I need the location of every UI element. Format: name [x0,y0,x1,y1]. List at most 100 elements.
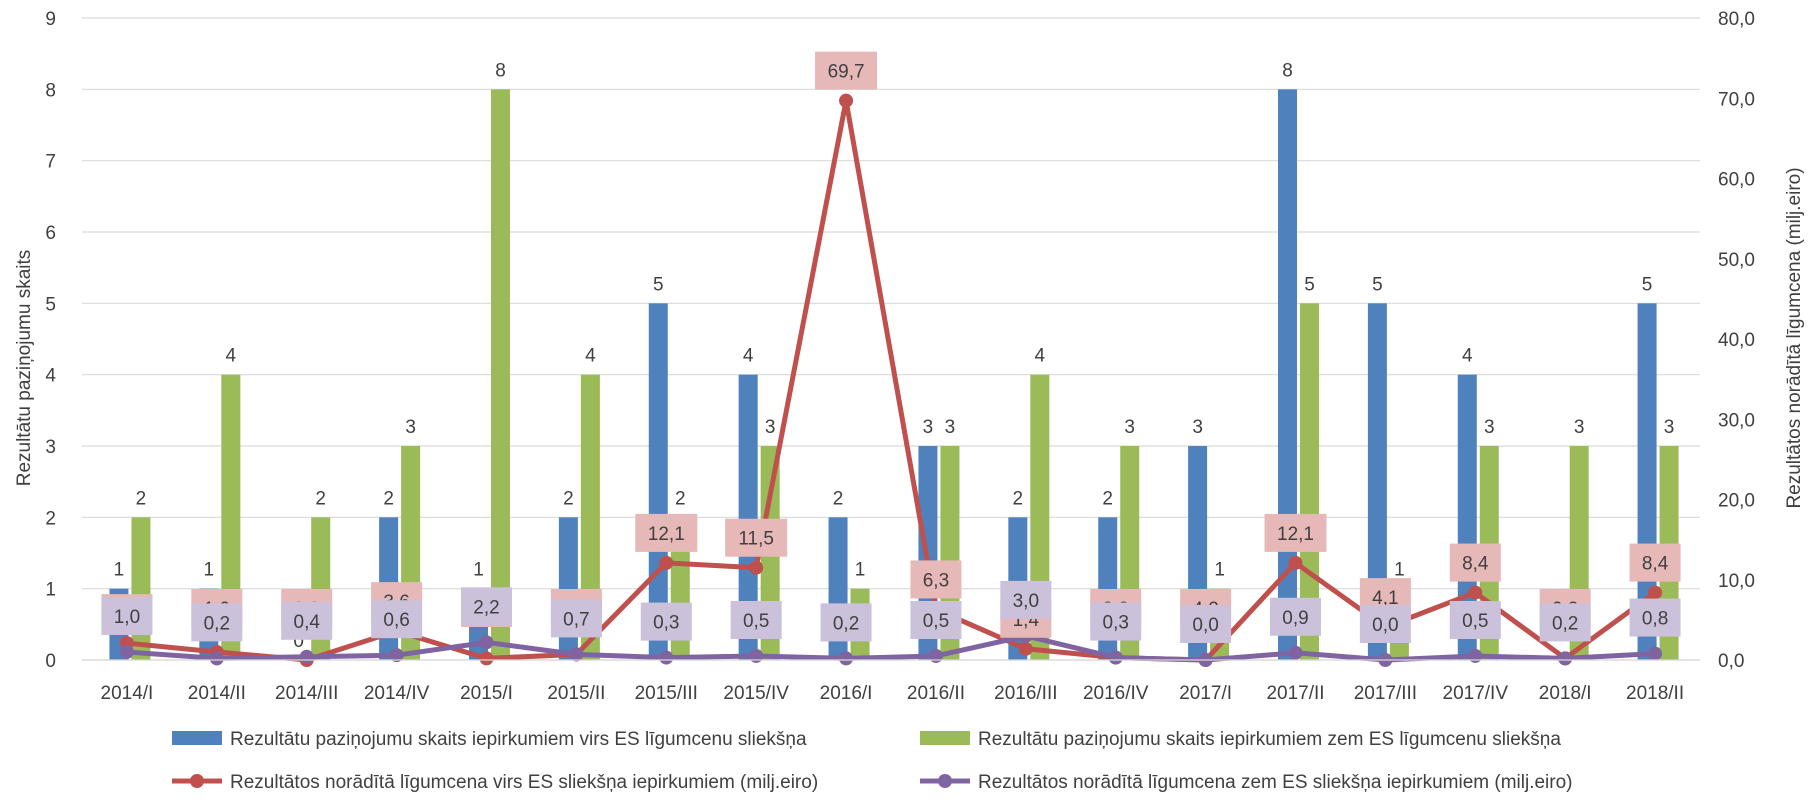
bar-value-label: 2 [1102,488,1113,509]
line-point [1558,651,1573,666]
category-label: 2016/III [994,683,1057,704]
left-tick-label: 8 [45,80,56,101]
label-box [1270,597,1321,636]
bar-value-label: 1 [1214,560,1225,581]
category-label: 2016/IV [1083,683,1149,704]
category-label: 2015/II [547,683,605,704]
line-value-label: 0,2 [191,603,243,642]
legend-label: Rezultātos norādītā līgumcena zem ES sli… [978,772,1573,793]
line-value-label: 8,4 [1629,543,1681,582]
line-point [839,651,854,666]
line-value-label: 0,7 [550,599,602,638]
line-point [389,648,404,663]
bar-value-label: 2 [383,488,394,509]
line-value-label: 6,3 [910,560,962,599]
label-text: 8,4 [1642,554,1669,575]
label-text: 0,9 [1282,608,1308,629]
line-point [569,647,584,662]
category-label: 2017/IV [1443,683,1509,704]
line-value-label: 12,1 [635,513,698,552]
label-text: 0,5 [923,611,949,632]
category-label: 2017/I [1179,683,1232,704]
bar [1367,303,1387,660]
left-tick-label: 9 [45,9,56,30]
bar-value-label: 1 [473,560,484,581]
category-label: 2016/II [907,683,965,704]
category-label: 2015/I [460,683,513,704]
bar [131,517,151,660]
line-value-label: 0,0 [1180,605,1232,643]
label-box [281,601,333,640]
line-point [928,648,943,663]
legend-item: Rezultātos norādītā līgumcena virs ES sl… [172,772,818,793]
bar-value-label: 0 [293,631,304,652]
bar-value-label: 4 [585,346,596,367]
bar-value-label: 3 [1192,417,1203,438]
right-tick-label: 0,0 [1718,651,1744,672]
series-line [126,98,1657,663]
bar-value-label: 4 [743,346,754,367]
line-point [479,651,494,666]
bar [738,374,758,660]
bar-value-label: 1 [114,560,125,581]
line-value-label: 1,0 [101,596,153,635]
line-point [1468,648,1483,663]
label-box [1629,598,1681,637]
line-point [1288,645,1303,660]
label-box [1180,605,1232,643]
label-text: 0,4 [294,612,321,633]
bar-value-label: 2 [315,488,326,509]
bar [491,89,510,661]
line-point [839,93,854,108]
line-value-label: 0,4 [281,601,333,640]
label-text: 1,0 [114,607,140,628]
category-label: 2014/I [101,683,154,704]
series-line [126,633,1656,663]
right-axis-title: Rezultātos norādītā līgumcena (milj.eiro… [1784,167,1805,508]
line-value-label: 69,7 [815,51,878,90]
line-point [749,560,764,575]
label-text: 4,1 [1372,588,1398,609]
left-tick-label: 1 [45,580,56,601]
bar-value-label: 3 [1574,417,1585,438]
left-tick-label: 7 [45,152,56,173]
label-box [1629,543,1681,582]
bar-value-label: 3 [405,417,416,438]
line-value-label: 12,1 [1264,513,1327,552]
line-value-label: 0,5 [1449,600,1501,639]
bar [580,374,600,660]
bar-value-label: 8 [1282,60,1293,81]
legend-swatch [920,731,970,745]
line-value-label: 0,8 [1629,598,1681,637]
label-text: 0,2 [833,613,859,634]
label-box [461,587,512,626]
right-tick-label: 80,0 [1718,9,1755,30]
bar-value-label: 2 [563,488,574,509]
bar [558,517,578,660]
line-point [479,635,494,650]
label-text: 0,3 [653,613,679,634]
line-value-label: 0,5 [730,600,782,639]
line-value-label: 0,9 [1270,597,1321,636]
bar-value-label: 8 [495,60,506,81]
category-label: 2016/I [820,683,873,704]
right-tick-label: 70,0 [1718,89,1755,110]
bar-value-label: 1 [204,560,215,581]
label-box [1449,600,1501,639]
legend-item: Rezultātu paziņojumu skaits iepirkumiem … [920,729,1561,750]
label-box [550,599,602,638]
label-box [1090,602,1142,641]
label-text: 6,3 [923,570,949,591]
line-point [209,651,224,666]
bar-value-label: 4 [1035,346,1046,367]
left-axis-ticks: 0 1 2 3 4 5 6 7 8 9 [45,9,56,672]
label-text: 0,8 [1642,609,1668,630]
left-axis-title: Rezultātu paziņojumu skaits [14,250,35,487]
label-text: 2,2 [473,597,499,618]
category-label: 2014/II [188,683,246,704]
label-box [1449,543,1501,582]
category-label: 2017/III [1354,683,1417,704]
label-box [1000,580,1052,619]
